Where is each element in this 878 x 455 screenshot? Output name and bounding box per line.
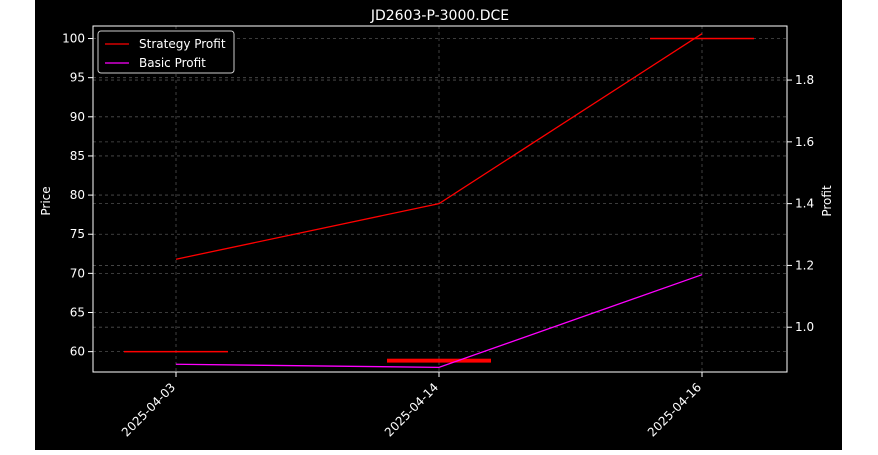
price-bars xyxy=(124,37,754,363)
y-tick-label: 100 xyxy=(62,32,85,46)
legend-label-strategy-profit: Strategy Profit xyxy=(139,37,226,51)
y-axis-label: Price xyxy=(39,186,53,215)
series-line-strategy-profit xyxy=(175,33,703,260)
x-tick-label: 2025-04-16 xyxy=(645,380,704,439)
series-line-basic-profit xyxy=(175,274,703,369)
y-tick-label: 70 xyxy=(70,266,85,280)
chart-svg: JD2603-P-3000.DCE 2025-04-03 2025-04-14 20… xyxy=(39,8,834,440)
price-bar xyxy=(650,37,754,40)
y2-tick-label: 1.8 xyxy=(795,73,814,87)
y-tick-label: 80 xyxy=(70,188,85,202)
legend-box xyxy=(97,30,235,74)
chart-title: JD2603-P-3000.DCE xyxy=(370,8,509,24)
plot-frame xyxy=(92,25,788,373)
y2-tick-label: 1.0 xyxy=(795,320,814,334)
y2-axis-label: Profit xyxy=(820,185,834,217)
axes: 2025-04-03 2025-04-14 2025-04-16 60 65 70 75 80… xyxy=(62,32,814,440)
y-tick-label: 85 xyxy=(70,149,85,163)
y2-tick-label: 1.2 xyxy=(795,258,814,272)
legend-label-basic-profit: Basic Profit xyxy=(139,56,206,70)
chart-figure: JD2603-P-3000.DCE 2025-04-03 2025-04-14 20… xyxy=(35,0,842,450)
y-tick-label: 90 xyxy=(70,110,85,124)
grid-lines xyxy=(93,26,787,372)
y2-tick-label: 1.6 xyxy=(795,135,814,149)
price-bar xyxy=(387,358,491,363)
y-tick-label: 75 xyxy=(70,227,85,241)
x-tick-label: 2025-04-14 xyxy=(382,380,441,439)
y2-tick-label: 1.4 xyxy=(795,197,814,211)
legend: Strategy Profit Basic Profit xyxy=(97,30,235,74)
y-tick-label: 65 xyxy=(70,306,85,320)
price-bar xyxy=(124,350,228,353)
x-tick-label: 2025-04-03 xyxy=(119,380,178,439)
y-tick-label: 60 xyxy=(70,345,85,359)
y-tick-label: 95 xyxy=(70,71,85,85)
profit-lines xyxy=(175,33,703,369)
